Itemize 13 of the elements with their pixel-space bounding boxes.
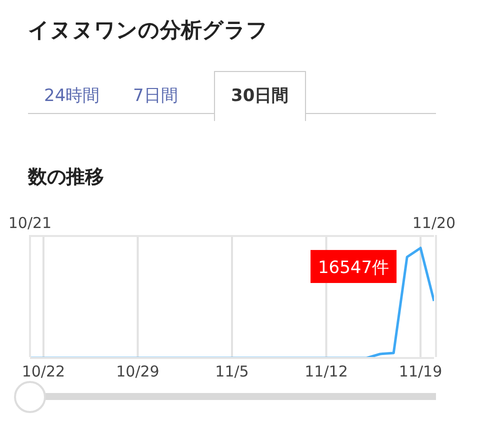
text: 30日間 [214, 71, 306, 121]
x-tick-label: 10/22 [22, 362, 66, 381]
chart-subtitle: 数の推移 [28, 165, 104, 190]
text: 24時間 [44, 84, 100, 107]
x-tick-label: 11/5 [215, 362, 249, 381]
x2-tick-label: 10/21 [8, 214, 52, 232]
chart-title: イヌヌワンの分析グラフ [28, 17, 268, 44]
x-tick-label: 11/12 [304, 362, 348, 381]
data-label: 16547件 [318, 258, 390, 278]
x-tick-label: 11/19 [398, 362, 442, 381]
x-tick-label: 10/29 [116, 362, 160, 381]
x2-tick-label: 11/20 [412, 214, 456, 232]
text: 7日間 [133, 84, 178, 107]
